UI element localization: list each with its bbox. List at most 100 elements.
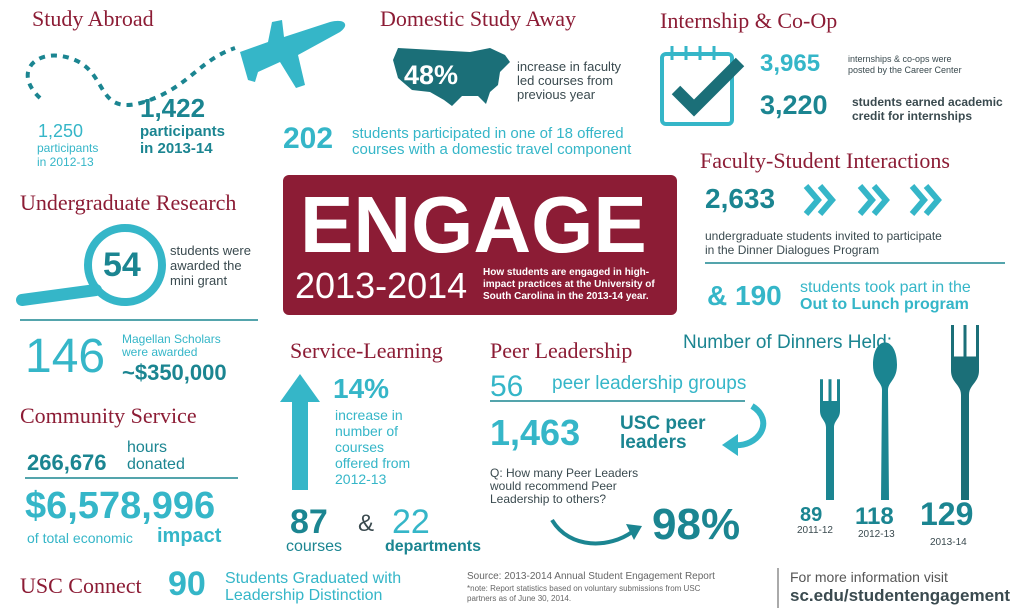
- percent-label: offered from: [335, 455, 411, 471]
- percent-label: increase in: [335, 407, 403, 423]
- magnifier-handle: [16, 284, 102, 306]
- label: Leadership Distinction: [225, 587, 383, 604]
- description: How students are engaged in high-: [483, 267, 650, 278]
- flight-path: [25, 46, 236, 107]
- courses-label: courses: [286, 538, 343, 555]
- years: 2013-2014: [295, 265, 468, 306]
- departments: 22: [392, 503, 430, 541]
- usa-map: [393, 48, 510, 106]
- posted-label: posted by the Career Center: [848, 65, 962, 75]
- label: courses with a domestic travel component: [352, 141, 632, 158]
- percent: 14%: [333, 373, 390, 404]
- impact: $6,578,996: [25, 485, 216, 527]
- credit: 3,220: [760, 90, 828, 120]
- hours-label: donated: [127, 456, 185, 473]
- percent-label: previous year: [517, 87, 596, 102]
- posted: 3,965: [760, 50, 821, 77]
- spoon: [873, 342, 897, 500]
- plane-icon: [240, 20, 346, 88]
- magellan-label: were awarded: [122, 345, 198, 359]
- invited-label: in the Dinner Dialogues Program: [705, 243, 880, 257]
- count: 202: [283, 122, 334, 155]
- label: students participated in one of 18 offer…: [352, 125, 624, 142]
- description: South Carolina in the 2013-14 year.: [483, 291, 649, 302]
- section-title: USC Connect: [20, 573, 142, 598]
- groups: 56: [490, 370, 524, 403]
- prev-count: 1,250: [38, 121, 84, 141]
- amp: &: [358, 510, 375, 537]
- percent-label: number of: [335, 423, 399, 439]
- leaders-label: leaders: [620, 432, 687, 453]
- grants: 54: [103, 246, 141, 284]
- percent: 48%: [404, 60, 459, 90]
- year: 2013-14: [930, 537, 967, 548]
- percent-label: courses: [335, 439, 385, 455]
- arrow-head: [626, 524, 642, 540]
- lunch: & 190: [707, 280, 782, 311]
- chevrons: [803, 184, 942, 216]
- engage-box: [283, 175, 677, 315]
- invited: 2,633: [705, 183, 776, 214]
- groups-label: peer leadership groups: [552, 373, 747, 394]
- grants-label: students were: [170, 243, 251, 258]
- value: 129: [920, 496, 974, 532]
- magnifier-icon: [84, 224, 166, 306]
- question: would recommend Peer: [490, 479, 617, 493]
- departments-label: departments: [385, 538, 482, 555]
- source: Source: 2013-2014 Annual Student Engagem…: [467, 571, 715, 582]
- title: Number of Dinners Held:: [683, 332, 893, 353]
- credit-label: credit for internships: [852, 109, 973, 123]
- year: 2011-12: [797, 525, 833, 536]
- curved-arrow: [550, 518, 634, 546]
- question: Leadership to others?: [490, 492, 607, 506]
- grants-label: awarded the: [170, 258, 242, 273]
- impact-label: of total economic: [27, 530, 133, 546]
- label: in 2013-14: [140, 140, 213, 157]
- arrow-head: [722, 434, 738, 456]
- magellan-label: Magellan Scholars: [122, 332, 221, 346]
- description: impact practices at the University of: [483, 279, 655, 290]
- magellan-amount: ~$350,000: [122, 360, 227, 385]
- calendar-rings: [670, 46, 716, 60]
- hours: 266,676: [27, 450, 107, 475]
- section-title: Study Abroad: [32, 6, 154, 31]
- section-title: Community Service: [20, 403, 197, 428]
- courses: 87: [290, 503, 328, 541]
- more: For more information visit: [790, 569, 948, 585]
- magellan: 146: [25, 330, 106, 383]
- section-title: Service-Learning: [290, 338, 443, 363]
- curved-arrow: [731, 403, 767, 449]
- hours-label: hours: [127, 439, 168, 456]
- invited-label: undergraduate students invited to partic…: [705, 229, 942, 243]
- percent-label: 2012-13: [335, 471, 387, 487]
- note: partners as of June 30, 2014.: [467, 594, 572, 603]
- fork: [951, 325, 979, 500]
- prev-label: in 2012-13: [37, 155, 94, 169]
- prev-label: participants: [37, 141, 99, 155]
- title: ENGAGE: [300, 180, 647, 269]
- calendar-icon: [660, 52, 734, 126]
- percent-label: led courses from: [517, 73, 614, 88]
- up-arrow: [280, 374, 320, 490]
- section-title: Domestic Study Away: [380, 6, 576, 31]
- value: 118: [855, 503, 894, 530]
- posted-label: internships & co-ops were: [848, 54, 952, 64]
- checkmark: [671, 57, 745, 117]
- label: participants: [140, 123, 226, 140]
- percent-label: increase in faculty: [517, 59, 622, 74]
- section-title: Undergraduate Research: [20, 190, 237, 215]
- section-title: Peer Leadership: [490, 338, 633, 363]
- count: 1,422: [140, 93, 206, 123]
- year: 2012-13: [858, 529, 895, 540]
- url: sc.edu/studentengagement: [790, 586, 1011, 605]
- count: 90: [168, 565, 206, 603]
- question: Q: How many Peer Leaders: [490, 466, 639, 480]
- lunch-label: Out to Lunch program: [800, 296, 969, 313]
- section-title: Faculty-Student Interactions: [700, 148, 950, 173]
- label: Students Graduated with: [225, 570, 402, 587]
- grants-label: mini grant: [170, 273, 228, 288]
